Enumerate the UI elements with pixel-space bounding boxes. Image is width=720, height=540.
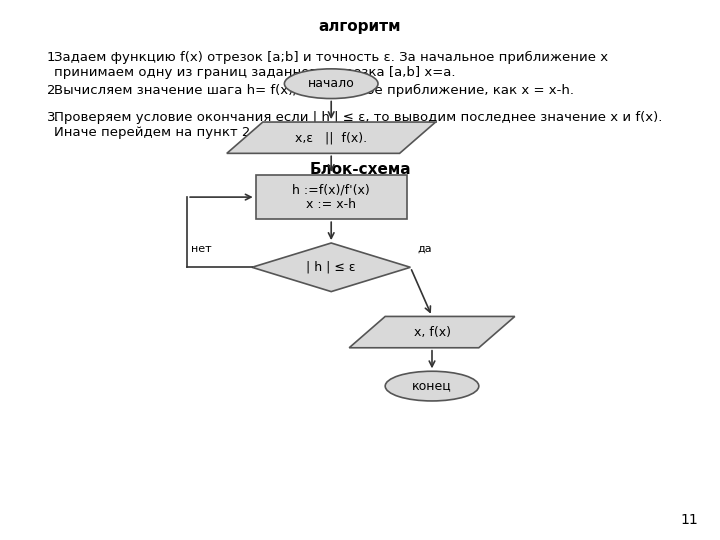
Bar [256, 175, 407, 219]
Text: да: да [418, 244, 432, 254]
Text: x,ε   ||  f(x).: x,ε || f(x). [295, 131, 367, 144]
Text: | h | ≤ ε: | h | ≤ ε [307, 261, 356, 274]
Text: Вычисляем значение шага h= f(x)/fʹ(x) и новое приближение, как x = x-h.: Вычисляем значение шага h= f(x)/fʹ(x) и … [54, 84, 574, 97]
Text: начало: начало [308, 77, 354, 90]
Text: 1.: 1. [47, 51, 60, 64]
Text: Блок-схема: Блок-схема [309, 162, 411, 177]
Text: нет: нет [191, 244, 212, 254]
Polygon shape [349, 316, 515, 348]
Text: 3.: 3. [47, 111, 60, 124]
Polygon shape [252, 243, 410, 292]
Text: алгоритм: алгоритм [319, 19, 401, 34]
Text: Задаем функцию f(x) отрезок [a;b] и точность ε. За начальное приближение x
прини: Задаем функцию f(x) отрезок [a;b] и точн… [54, 51, 608, 79]
Text: h :=f(x)/f'(x)
x := x-h: h :=f(x)/f'(x) x := x-h [292, 183, 370, 211]
Text: Проверяем условие окончания если | h | ≤ ε, то выводим последнее значение x и f(: Проверяем условие окончания если | h | ≤… [54, 111, 662, 139]
Ellipse shape [284, 69, 378, 98]
Text: конец: конец [412, 380, 452, 393]
Polygon shape [227, 122, 436, 153]
Text: x, f(x): x, f(x) [413, 326, 451, 339]
Text: 2.: 2. [47, 84, 60, 97]
Ellipse shape [385, 372, 479, 401]
Text: 11: 11 [680, 512, 698, 526]
